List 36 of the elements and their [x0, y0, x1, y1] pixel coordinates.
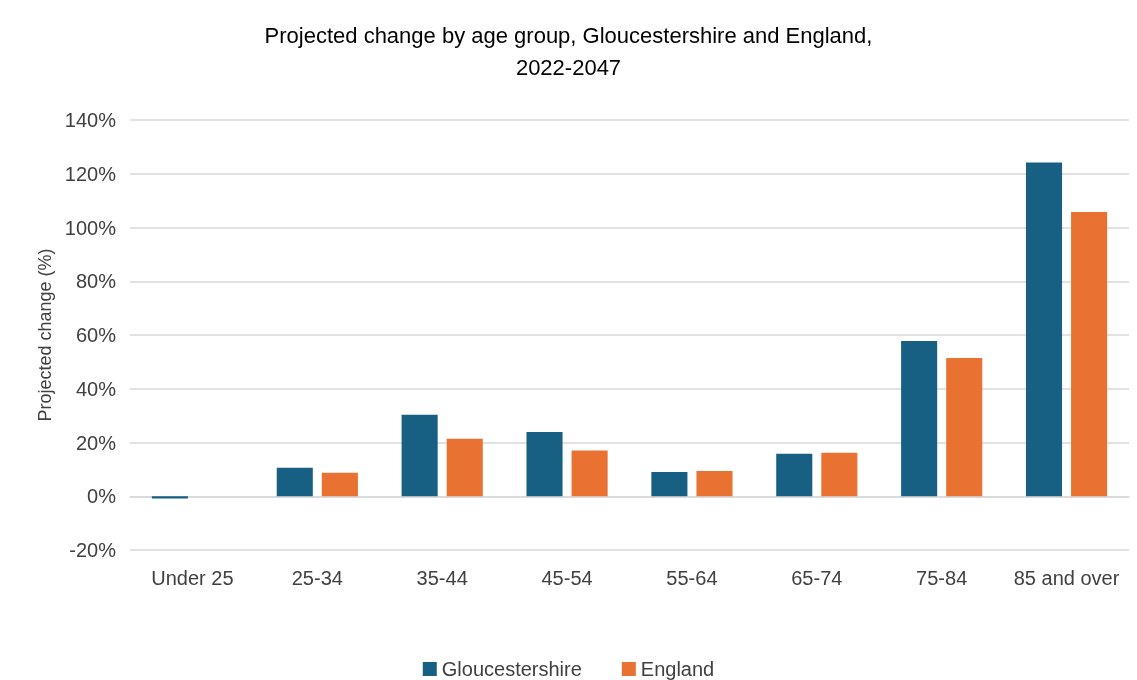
bar — [276, 467, 313, 497]
chart-title: Projected change by age group, Gloucestershire and England, 2022-2047 — [264, 22, 873, 80]
bar — [571, 450, 608, 497]
bar — [321, 472, 358, 497]
bar — [446, 438, 483, 497]
y-tick-label: 40% — [75, 377, 117, 400]
y-tick-label: 120% — [64, 162, 117, 185]
y-tick-label: 80% — [75, 270, 117, 293]
y-tick-label: 60% — [75, 324, 117, 346]
x-tick-label: 35-44 — [416, 567, 468, 589]
y-tick-label: -20% — [69, 539, 117, 561]
bar — [1025, 162, 1063, 497]
bar — [526, 432, 563, 497]
y-tick-label: 20% — [75, 431, 117, 454]
x-tick-label: 75-84 — [916, 567, 968, 589]
y-axis-title: Projected change (%) — [34, 248, 55, 422]
y-tick-label: 0% — [87, 485, 117, 508]
legend-label: Gloucestershire — [441, 658, 582, 680]
bar — [651, 472, 688, 497]
x-tick-label: 55-64 — [666, 567, 718, 589]
x-tick-label: 85 and over — [1013, 567, 1120, 589]
bar — [946, 358, 983, 497]
bar — [401, 414, 438, 497]
x-tick-label: 65-74 — [791, 567, 843, 589]
bar — [776, 453, 813, 497]
y-tick-label: 100% — [64, 216, 117, 239]
bar — [151, 496, 188, 499]
legend-label: England — [640, 658, 715, 680]
x-tick-label: 25-34 — [291, 567, 343, 589]
bar — [821, 452, 858, 497]
bar — [696, 470, 733, 497]
x-tick-label: Under 25 — [151, 567, 234, 589]
x-tick-label: 45-54 — [541, 567, 593, 589]
bar — [1071, 211, 1108, 497]
bar — [901, 340, 938, 497]
y-tick-label: 140% — [64, 109, 117, 131]
